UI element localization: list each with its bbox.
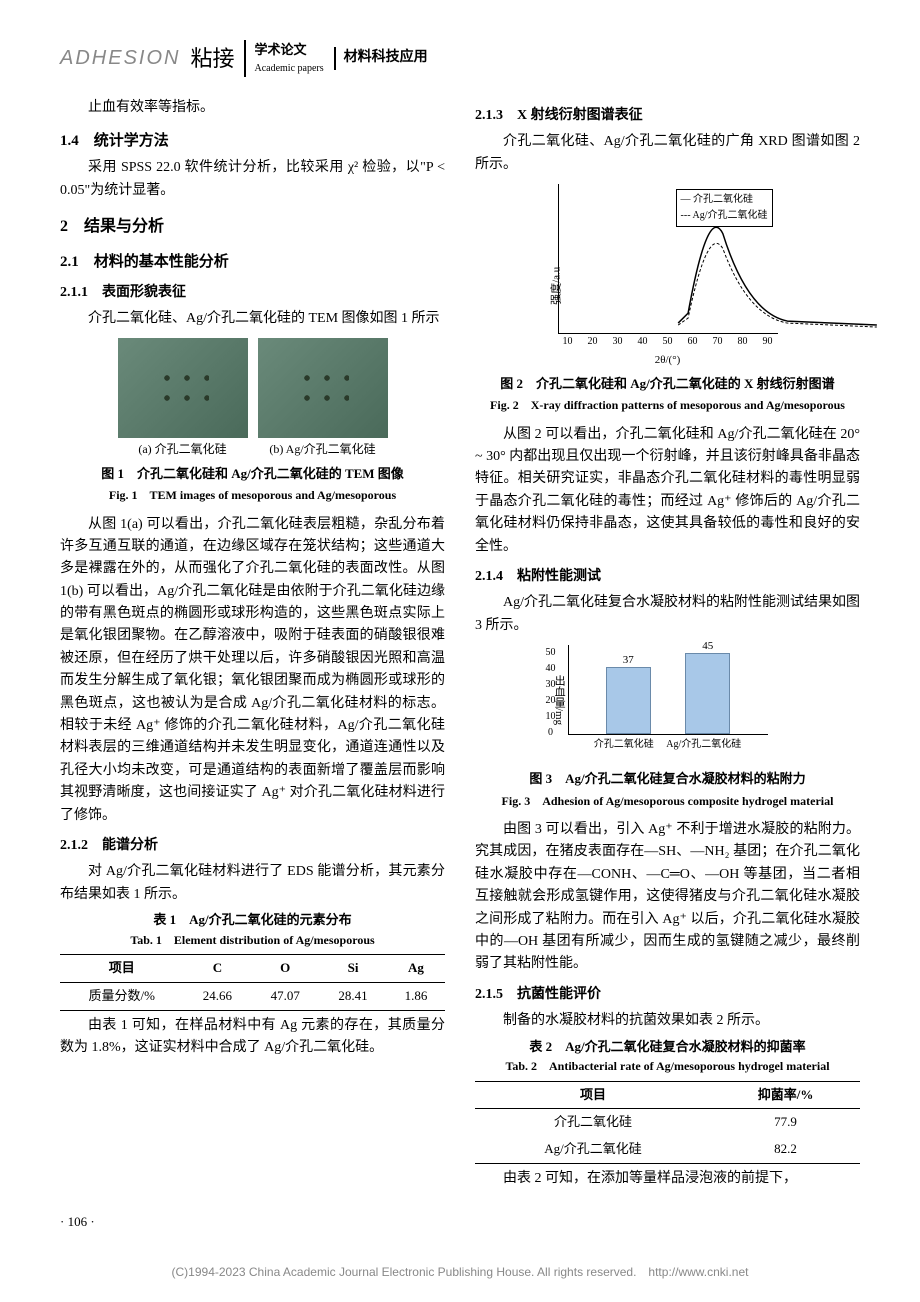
table-row: 项目 C O Si Ag bbox=[60, 955, 445, 983]
tab1-caption-cn: 表 1 Ag/介孔二氧化硅的元素分布 bbox=[60, 910, 445, 931]
table-row: 介孔二氧化硅 77.9 bbox=[475, 1109, 860, 1136]
para: 对 Ag/介孔二氧化硅材料进行了 EDS 能谱分析，其元素分布结果如表 1 所示… bbox=[60, 861, 445, 906]
logo-cn: 粘接 bbox=[190, 41, 234, 76]
tab2-caption-en: Tab. 2 Antibacterial rate of Ag/mesoporo… bbox=[475, 1057, 860, 1076]
page-number: · 106 · bbox=[0, 1212, 920, 1233]
para: 从图 1(a) 可以看出，介孔二氧化硅表层粗糙，杂乱分布着许多互通互联的通道，在… bbox=[60, 514, 445, 827]
right-column: 2.1.3 X 射线衍射图谱表征 介孔二氧化硅、Ag/介孔二氧化硅的广角 XRD… bbox=[475, 97, 860, 1193]
figure-1: (a) 介孔二氧化硅 (b) Ag/介孔二氧化硅 图 1 介孔二氧化硅和 Ag/… bbox=[60, 338, 445, 505]
left-column: 止血有效率等指标。 1.4 统计学方法 采用 SPSS 22.0 软件统计分析，… bbox=[60, 97, 445, 1193]
tem-image-a: (a) 介孔二氧化硅 bbox=[118, 338, 248, 459]
header-right: 材料科技应用 bbox=[334, 47, 428, 69]
bar-xlabels: 介孔二氧化硅 Ag/介孔二氧化硅 bbox=[568, 737, 768, 753]
heading-2: 2 结果与分析 bbox=[60, 214, 445, 240]
bar-yticks: 50 40 30 20 10 0 bbox=[546, 645, 556, 735]
para: Ag/介孔二氧化硅复合水凝胶材料的粘附性能测试结果如图 3 所示。 bbox=[475, 592, 860, 637]
footer: (C)1994-2023 China Academic Journal Elec… bbox=[0, 1263, 920, 1282]
xrd-curves bbox=[668, 184, 887, 333]
bar-2: 45 bbox=[685, 653, 730, 734]
logo-en: ADHESION bbox=[60, 42, 180, 74]
tab2-caption-cn: 表 2 Ag/介孔二氧化硅复合水凝胶材料的抑菌率 bbox=[475, 1037, 860, 1058]
content-area: 止血有效率等指标。 1.4 统计学方法 采用 SPSS 22.0 软件统计分析，… bbox=[0, 87, 920, 1213]
bar-chart: 出血量/mg 50 40 30 20 10 0 37 45 bbox=[568, 645, 768, 765]
table-1: 项目 C O Si Ag 质量分数/% 24.66 47.07 28.41 1.… bbox=[60, 954, 445, 1011]
para: 介孔二氧化硅、Ag/介孔二氧化硅的 TEM 图像如图 1 所示 bbox=[60, 308, 445, 330]
fig1-caption-cn: 图 1 介孔二氧化硅和 Ag/介孔二氧化硅的 TEM 图像 bbox=[60, 464, 445, 485]
heading-2-1-4: 2.1.4 粘附性能测试 bbox=[475, 566, 860, 588]
fig3-caption-en: Fig. 3 Adhesion of Ag/mesoporous composi… bbox=[475, 792, 860, 811]
fig2-caption-cn: 图 2 介孔二氧化硅和 Ag/介孔二氧化硅的 X 射线衍射图谱 bbox=[475, 374, 860, 395]
table-row: Ag/介孔二氧化硅 82.2 bbox=[475, 1136, 860, 1163]
para: 介孔二氧化硅、Ag/介孔二氧化硅的广角 XRD 图谱如图 2 所示。 bbox=[475, 131, 860, 176]
heading-2-1-2: 2.1.2 能谱分析 bbox=[60, 835, 445, 857]
heading-1-4: 1.4 统计学方法 bbox=[60, 129, 445, 153]
tab1-caption-en: Tab. 1 Element distribution of Ag/mesopo… bbox=[60, 931, 445, 950]
fig1-caption-en: Fig. 1 TEM images of mesoporous and Ag/m… bbox=[60, 486, 445, 505]
para: 止血有效率等指标。 bbox=[60, 97, 445, 119]
heading-2-1-3: 2.1.3 X 射线衍射图谱表征 bbox=[475, 105, 860, 127]
header-section: 学术论文 Academic papers bbox=[244, 40, 323, 77]
para: 制备的水凝胶材料的抗菌效果如表 2 所示。 bbox=[475, 1010, 860, 1032]
para: 由图 3 可以看出，引入 Ag⁺ 不利于增进水凝胶的粘附力。究其成因，在猪皮表面… bbox=[475, 819, 860, 976]
page-header: ADHESION 粘接 学术论文 Academic papers 材料科技应用 bbox=[0, 0, 920, 87]
fig3-caption-cn: 图 3 Ag/介孔二氧化硅复合水凝胶材料的粘附力 bbox=[475, 769, 860, 790]
fig2-caption-en: Fig. 2 X-ray diffraction patterns of mes… bbox=[475, 396, 860, 415]
xrd-chart: — 介孔二氧化硅 --- Ag/介孔二氧化硅 bbox=[558, 184, 778, 334]
table-2: 项目 抑菌率/% 介孔二氧化硅 77.9 Ag/介孔二氧化硅 82.2 bbox=[475, 1081, 860, 1164]
para: 从图 2 可以看出，介孔二氧化硅和 Ag/介孔二氧化硅在 20° ~ 30° 内… bbox=[475, 424, 860, 558]
heading-2-1-1: 2.1.1 表面形貌表征 bbox=[60, 282, 445, 304]
table-row: 质量分数/% 24.66 47.07 28.41 1.86 bbox=[60, 982, 445, 1010]
xrd-xticks: 10 20 30 40 50 60 70 80 90 bbox=[558, 334, 778, 350]
heading-2-1-5: 2.1.5 抗菌性能评价 bbox=[475, 984, 860, 1006]
figure-3: 出血量/mg 50 40 30 20 10 0 37 45 bbox=[475, 645, 860, 811]
tem-image-b: (b) Ag/介孔二氧化硅 bbox=[258, 338, 388, 459]
bar-1: 37 bbox=[606, 667, 651, 734]
para: 由表 1 可知，在样品材料中有 Ag 元素的存在，其质量分数为 1.8%，这证实… bbox=[60, 1015, 445, 1060]
table-row: 项目 抑菌率/% bbox=[475, 1081, 860, 1109]
figure-2: 强度/a.u — 介孔二氧化硅 --- Ag/介孔二氧化硅 10 20 30 bbox=[475, 184, 860, 416]
heading-2-1: 2.1 材料的基本性能分析 bbox=[60, 250, 445, 274]
para: 采用 SPSS 22.0 软件统计分析，比较采用 χ² 检验，以"P < 0.0… bbox=[60, 157, 445, 202]
para: 由表 2 可知，在添加等量样品浸泡液的前提下， bbox=[475, 1168, 860, 1190]
